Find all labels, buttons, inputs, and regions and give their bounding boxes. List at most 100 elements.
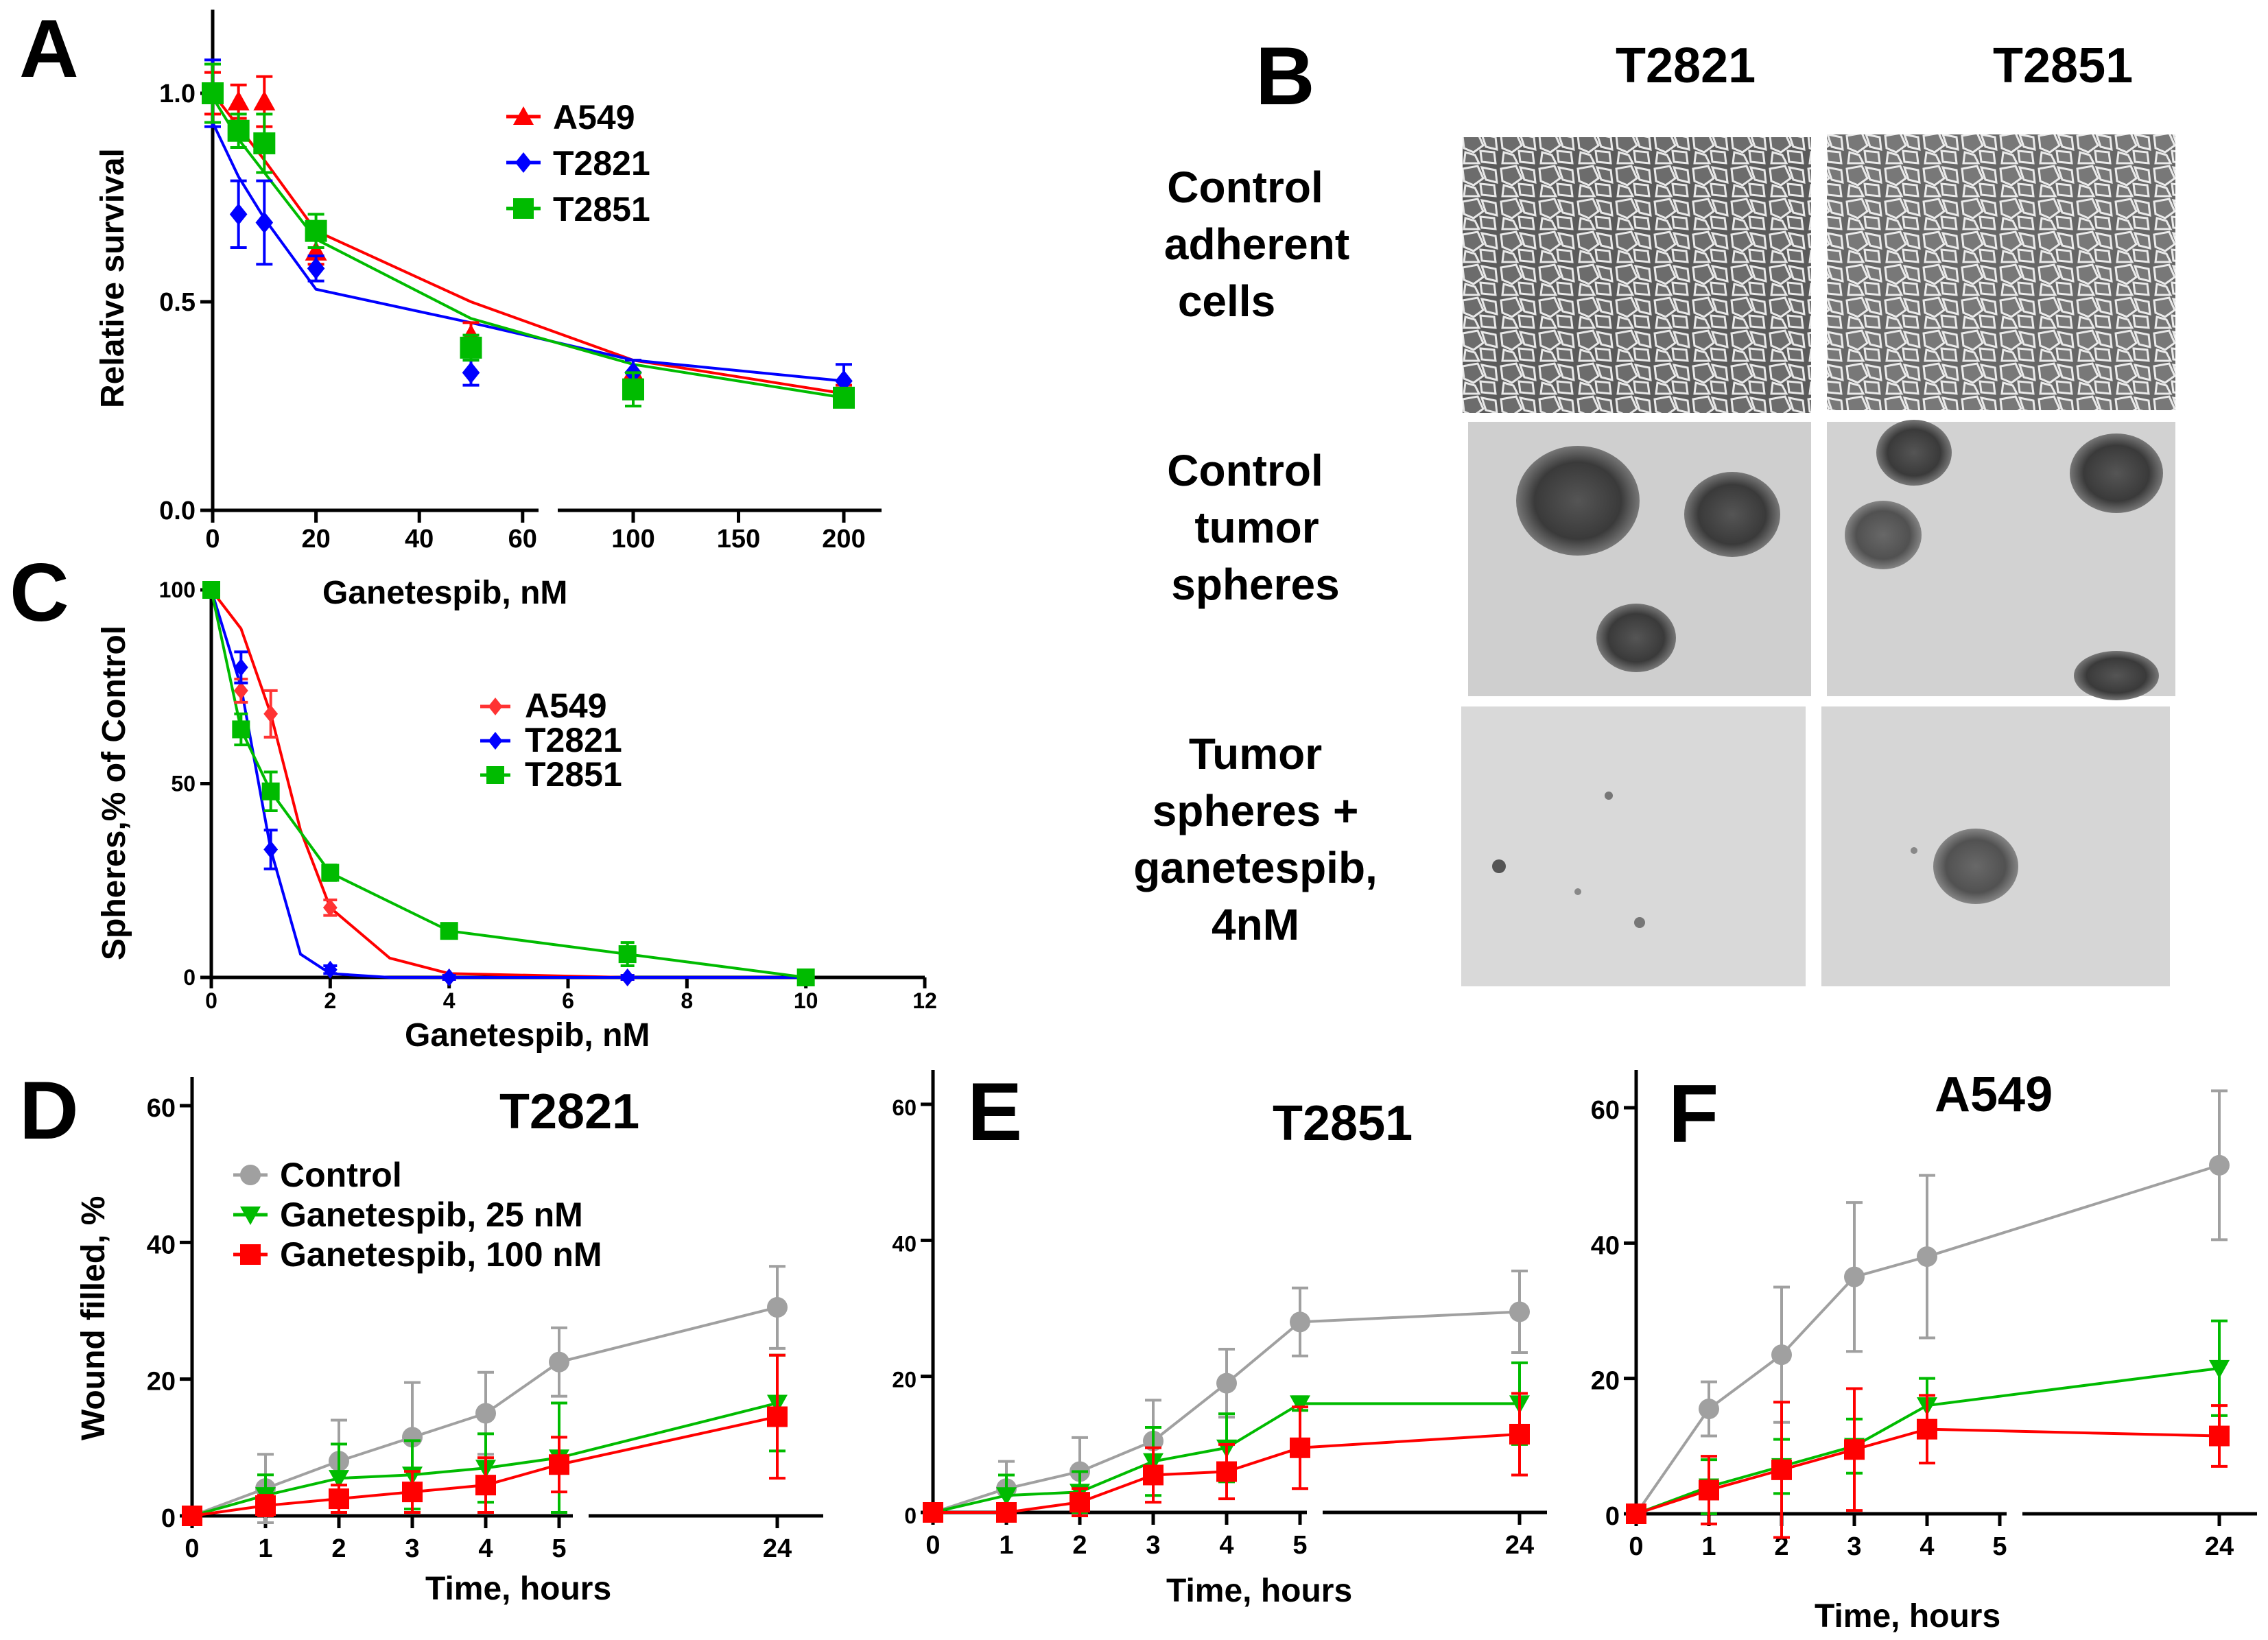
chart-e-point <box>1143 1464 1163 1486</box>
chart-d-ytick-label: 40 <box>147 1231 176 1259</box>
debris <box>1634 917 1645 928</box>
chart-a-xtick-label: 40 <box>405 525 434 554</box>
sphere <box>2074 651 2159 700</box>
chart-f-point <box>1626 1504 1646 1524</box>
debris <box>1574 888 1581 895</box>
chart-c-legend-marker <box>488 698 503 715</box>
sphere <box>1684 472 1780 557</box>
chart-e-xtick-label: 2 <box>1072 1531 1087 1560</box>
row2-line2: tumor <box>1194 503 1319 552</box>
chart-e-ytick-label: 60 <box>892 1095 917 1120</box>
chart-c-ytick-label: 0 <box>183 965 196 990</box>
chart-a-fit-a549 <box>211 92 844 395</box>
chart-a-point-t2851 <box>622 378 644 401</box>
chart-e-point <box>1290 1311 1310 1333</box>
row3-line3: ganetespib, <box>1133 843 1378 892</box>
panel-e: E T2851 0 20 40 60 0 1 2 3 4 5 24 Time, hours <box>892 1066 1547 1609</box>
chart-f-line <box>1635 1366 2220 1515</box>
chart-c-legend-marker <box>488 732 503 750</box>
chart-d-legend-marker <box>240 1207 261 1225</box>
chart-c-point-a549 <box>263 704 279 723</box>
chart-e-point <box>1216 1372 1237 1394</box>
row3-line4: 4nM <box>1212 900 1299 949</box>
chart-e-ytick-label: 0 <box>904 1504 917 1528</box>
row2-line1: Control <box>1167 446 1323 495</box>
chart-e-xlabel: Time, hours <box>1166 1573 1352 1609</box>
chart-d-xtick-label: 3 <box>405 1534 419 1563</box>
chart-d-xtick-label: 1 <box>258 1534 272 1563</box>
chart-e-point <box>1070 1492 1090 1513</box>
chart-c-point-t2821 <box>322 960 338 979</box>
debris <box>1492 859 1506 873</box>
chart-f-point <box>1844 1266 1865 1287</box>
chart-f-xtick-label: 0 <box>1629 1532 1643 1561</box>
chart-e-xtick-label: 24 <box>1505 1531 1534 1560</box>
chart-a-xtick-label: 60 <box>508 525 537 554</box>
chart-a-ylabel: Relative survival <box>95 148 131 408</box>
chart-c-xtick-label: 4 <box>443 988 456 1013</box>
chart-f-xtick-label: 24 <box>2205 1532 2234 1561</box>
chart-a-xtick-label: 200 <box>822 525 865 554</box>
chart-f-point <box>1699 1399 1719 1420</box>
chart-c-point-t2821 <box>442 968 457 986</box>
micrograph-t2821-treated <box>1461 706 1806 986</box>
chart-d-ytick-label: 0 <box>161 1504 176 1533</box>
chart-d-point <box>767 1297 788 1318</box>
chart-d-point <box>402 1482 423 1503</box>
chart-c-xlabel: Ganetespib, nM <box>405 1017 650 1054</box>
chart-d-xtick-label: 2 <box>331 1534 346 1563</box>
chart-a-fit-t2851 <box>211 97 844 399</box>
sphere <box>1845 501 1922 569</box>
chart-a-ytick-label: 1.0 <box>159 80 196 108</box>
chart-c-point-t2851 <box>618 945 637 964</box>
row3-line1: Tumor <box>1189 729 1322 779</box>
chart-a-point-t2821 <box>307 257 325 280</box>
chart-a-ytick-label: 0.0 <box>159 497 196 525</box>
chart-e-title: T2851 <box>1273 1096 1413 1151</box>
chart-c-point-t2821 <box>233 658 248 676</box>
chart-a-point-a549 <box>227 91 250 110</box>
chart-a-legend: A549 T2821 T2851 <box>506 98 650 228</box>
chart-a-point-t2821 <box>255 211 274 234</box>
chart-d-point <box>475 1475 496 1496</box>
chart-e-xtick-label: 0 <box>925 1531 940 1560</box>
chart-e-xtick-label: 1 <box>999 1531 1013 1560</box>
chart-a-xtick-label: 20 <box>301 525 330 554</box>
chart-c-legend-marker <box>486 766 504 784</box>
chart-d-point <box>402 1427 423 1448</box>
panel-b: B T2821 T2851 Control adherent cells Con… <box>1133 30 2175 986</box>
chart-a-xtick-label: 150 <box>717 525 760 554</box>
chart-a-legend-marker <box>513 106 534 125</box>
chart-a-point-t2851 <box>202 82 224 104</box>
chart-c-point-t2851 <box>261 782 280 800</box>
chart-f-ytick-label: 40 <box>1591 1231 1620 1260</box>
chart-c-point-t2851 <box>232 720 250 739</box>
chart-f-ytick-label: 60 <box>1591 1096 1620 1125</box>
chart-a-point-t2821 <box>835 370 853 392</box>
chart-d-legend-marker <box>240 1165 261 1185</box>
panel-letter-d: D <box>19 1065 79 1156</box>
chart-a-xtick-label: 100 <box>611 525 654 554</box>
chart-d-title: T2821 <box>499 1084 639 1139</box>
micrograph-t2851-adherent <box>1827 134 2175 410</box>
chart-d-xlabel: Time, hours <box>425 1571 611 1607</box>
chart-d-legend-label: Control <box>280 1156 402 1194</box>
chart-a-ytick-label: 0.5 <box>159 288 196 317</box>
chart-f-xtick-label: 5 <box>1992 1532 2007 1561</box>
panel-b-row2-label: Control tumor spheres <box>1167 446 1339 609</box>
chart-a-point-t2851 <box>305 219 327 242</box>
chart-d-point <box>475 1403 496 1424</box>
panel-letter-e: E <box>967 1066 1022 1158</box>
chart-e-point <box>1290 1437 1310 1458</box>
chart-f-xtick-label: 3 <box>1847 1532 1861 1561</box>
chart-c-fit-t2851 <box>210 589 806 979</box>
panel-letter-a: A <box>19 3 79 95</box>
chart-c-ytick-label: 100 <box>159 578 196 602</box>
chart-e-point <box>996 1502 1017 1523</box>
chart-f-point <box>2209 1154 2230 1176</box>
chart-c-point-t2851 <box>202 581 220 599</box>
chart-a-point-t2851 <box>833 386 855 409</box>
chart-c-xtick-label: 2 <box>324 988 336 1013</box>
